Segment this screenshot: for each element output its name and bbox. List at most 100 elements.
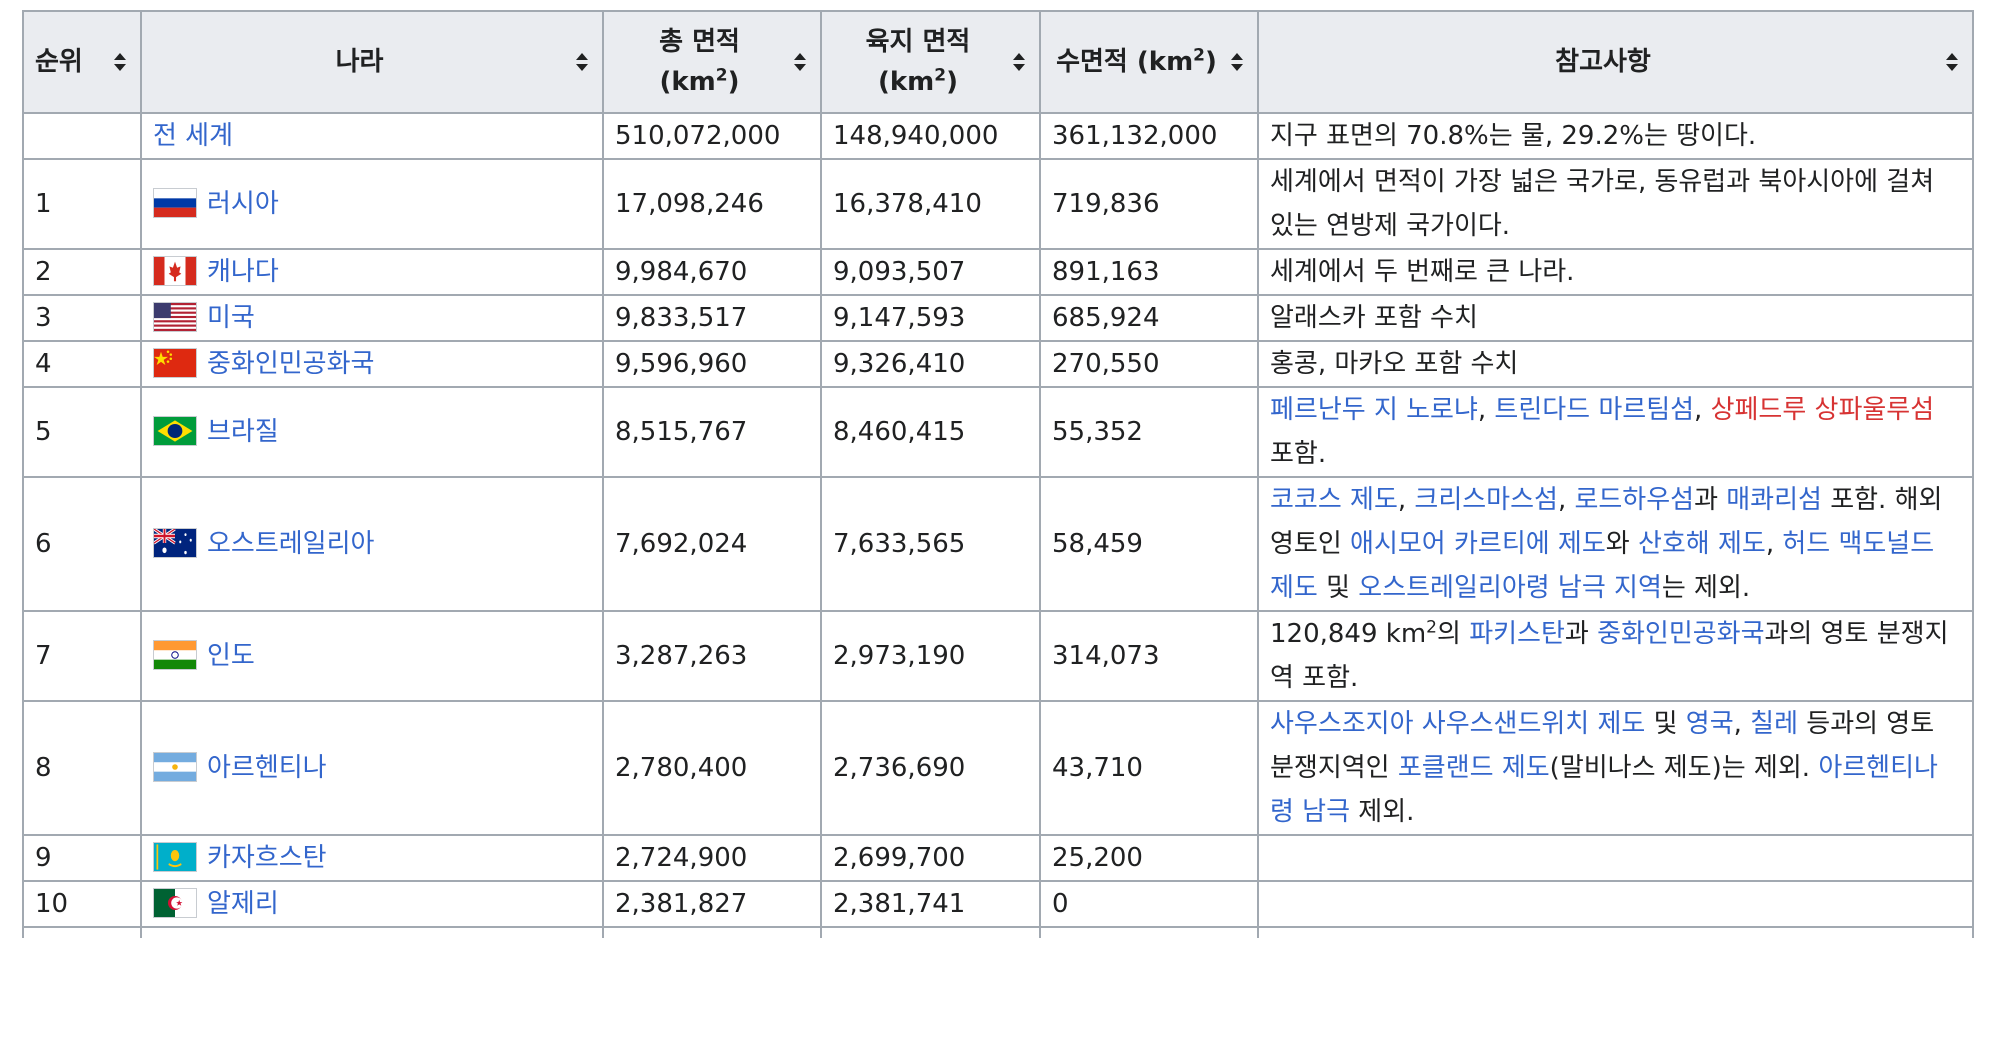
table-cell-partial: [1257, 926, 1974, 938]
rank-cell: 7: [22, 610, 142, 702]
note-link[interactable]: 로드하우섬: [1574, 485, 1695, 515]
note-link[interactable]: 오스트레일리아령 남극 지역: [1358, 573, 1662, 603]
water-area-cell: 43,710: [1039, 700, 1259, 836]
red-link[interactable]: 상페드루 상파울루섬: [1710, 395, 1935, 425]
note-link[interactable]: 아르헨티나령 남극: [1270, 753, 1938, 827]
note-link[interactable]: 사우스조지아 사우스샌드위치 제도: [1270, 709, 1646, 739]
note-link[interactable]: 애시모어 카르티에 제도: [1350, 529, 1606, 559]
table-row: 8 아르헨티나 2,780,400 2,736,690 43,710 사우스조지아 사우스…: [22, 700, 1974, 836]
superscript-2: 2: [715, 65, 728, 86]
note-text: 및: [1317, 573, 1359, 603]
area-ranking-table: 순위 나라 총 면적 (km2) 육지 면적 (km2) 수면적 (km2): [22, 10, 1974, 938]
country-cell: 러시아: [140, 158, 604, 250]
country-cell: 알제리: [140, 880, 604, 928]
land-area-cell: 9,093,507: [820, 248, 1041, 296]
note-text: ,: [1694, 395, 1711, 425]
country-link[interactable]: 오스트레일리아: [207, 529, 375, 559]
note-link[interactable]: 영국: [1685, 709, 1734, 739]
total-area-cell: 8,515,767: [602, 386, 822, 478]
table-cell-partial: [1039, 926, 1259, 938]
column-header-country[interactable]: 나라: [140, 10, 604, 114]
notes-cell: 120,849 km2의 파키스탄과 중화인민공화국과의 영토 분쟁지역 포함.: [1257, 610, 1974, 702]
column-header-water-area[interactable]: 수면적 (km2): [1039, 10, 1259, 114]
note-link[interactable]: 칠레: [1750, 709, 1799, 739]
table-cell-partial: [602, 926, 822, 938]
note-link[interactable]: 코코스 제도: [1270, 485, 1398, 515]
country-cell: 인도: [140, 610, 604, 702]
table-row: 10 알제리 2,381,827 2,381,741 0: [22, 880, 1974, 928]
superscript-2: 2: [1193, 45, 1206, 66]
usa-flag-icon: [153, 301, 197, 332]
land-area-cell: 2,699,700: [820, 834, 1041, 882]
notes-cell: 사우스조지아 사우스샌드위치 제도 및 영국, 칠레 등과의 영토 분쟁지역인 …: [1257, 700, 1974, 836]
note-link[interactable]: 산호해 제도: [1637, 529, 1766, 559]
note-link[interactable]: 포클랜드 제도: [1397, 753, 1550, 783]
total-area-cell: 9,833,517: [602, 294, 822, 342]
column-header-rank[interactable]: 순위: [22, 10, 142, 114]
country-link[interactable]: 아르헨티나: [207, 753, 327, 783]
water-area-cell: 270,550: [1039, 340, 1259, 388]
note-text: 등과의 영토 분쟁지역인: [1270, 709, 1935, 783]
notes-cell: 알래스카 포함 수치: [1257, 294, 1974, 342]
water-area-cell: 58,459: [1039, 476, 1259, 612]
sort-icon[interactable]: [794, 53, 806, 71]
country-link[interactable]: 카자흐스탄: [207, 843, 327, 873]
country-link[interactable]: 알제리: [207, 889, 279, 919]
note-text: 과: [1694, 485, 1727, 515]
note-link[interactable]: 트린다드 마르팀섬: [1494, 395, 1695, 425]
note-link[interactable]: 중화인민공화국: [1597, 619, 1765, 649]
note-text: 지구 표면의 70.8%는 물, 29.2%는 땅이다.: [1270, 121, 1757, 151]
column-header-notes[interactable]: 참고사항: [1257, 10, 1974, 114]
note-text: 120,849 km: [1270, 619, 1427, 649]
superscript-2: 2: [934, 65, 947, 86]
country-link[interactable]: 러시아: [207, 189, 279, 219]
total-area-cell: 2,780,400: [602, 700, 822, 836]
china-flag-icon: [153, 347, 197, 378]
water-area-cell: 25,200: [1039, 834, 1259, 882]
country-link[interactable]: 중화인민공화국: [207, 349, 375, 379]
country-cell: 중화인민공화국: [140, 340, 604, 388]
country-cell: 브라질: [140, 386, 604, 478]
note-text: ,: [1733, 709, 1751, 739]
column-header-land-area-label: 육지 면적: [865, 27, 971, 57]
superscript: 2: [1426, 617, 1437, 638]
water-area-cell: 719,836: [1039, 158, 1259, 250]
note-text: 와: [1605, 529, 1638, 559]
note-link[interactable]: 파키스탄: [1469, 619, 1565, 649]
column-header-water-area-label: 수면적 (km: [1056, 47, 1194, 77]
column-header-total-area-label: 총 면적 (km: [659, 27, 740, 97]
sort-icon[interactable]: [1231, 53, 1243, 71]
sort-icon[interactable]: [576, 53, 588, 71]
water-area-cell: 891,163: [1039, 248, 1259, 296]
column-header-land-area-unit: (km: [878, 67, 935, 97]
country-cell: 캐나다: [140, 248, 604, 296]
land-area-cell: 2,973,190: [820, 610, 1041, 702]
note-link[interactable]: 허드 맥도널드 제도: [1270, 529, 1935, 603]
country-link[interactable]: 미국: [207, 303, 255, 333]
country-link[interactable]: 전 세계: [153, 121, 234, 151]
column-header-land-area[interactable]: 육지 면적 (km2): [820, 10, 1041, 114]
land-area-cell: 7,633,565: [820, 476, 1041, 612]
sort-icon[interactable]: [114, 53, 126, 71]
column-header-total-area[interactable]: 총 면적 (km2): [602, 10, 822, 114]
notes-cell: [1257, 834, 1974, 882]
table-row: 전 세계 510,072,000 148,940,000 361,132,000 지구 …: [22, 112, 1974, 160]
country-link[interactable]: 캐나다: [207, 257, 279, 287]
note-link[interactable]: 페르난두 지 노로냐: [1270, 395, 1478, 425]
country-link[interactable]: 인도: [207, 641, 255, 671]
sort-icon[interactable]: [1013, 53, 1025, 71]
argentina-flag-icon: [153, 751, 197, 782]
sort-icon[interactable]: [1946, 53, 1958, 71]
column-header-country-label: 나라: [335, 47, 384, 77]
note-text: ,: [1557, 485, 1575, 515]
rank-cell: 8: [22, 700, 142, 836]
country-link[interactable]: 브라질: [207, 417, 279, 447]
notes-cell: 세계에서 두 번째로 큰 나라.: [1257, 248, 1974, 296]
table-row: 4 중화인민공화국 9,596,960 9,326,410 270,550 홍콩, 마카오…: [22, 340, 1974, 388]
kazakhstan-flag-icon: [153, 841, 197, 872]
note-link[interactable]: 매콰리섬: [1726, 485, 1822, 515]
table-row: 9 카자흐스탄 2,724,900 2,699,700 25,200: [22, 834, 1974, 882]
note-link[interactable]: 크리스마스섬: [1414, 485, 1558, 515]
brazil-flag-icon: [153, 415, 197, 446]
note-text: 는 제외.: [1661, 573, 1751, 603]
